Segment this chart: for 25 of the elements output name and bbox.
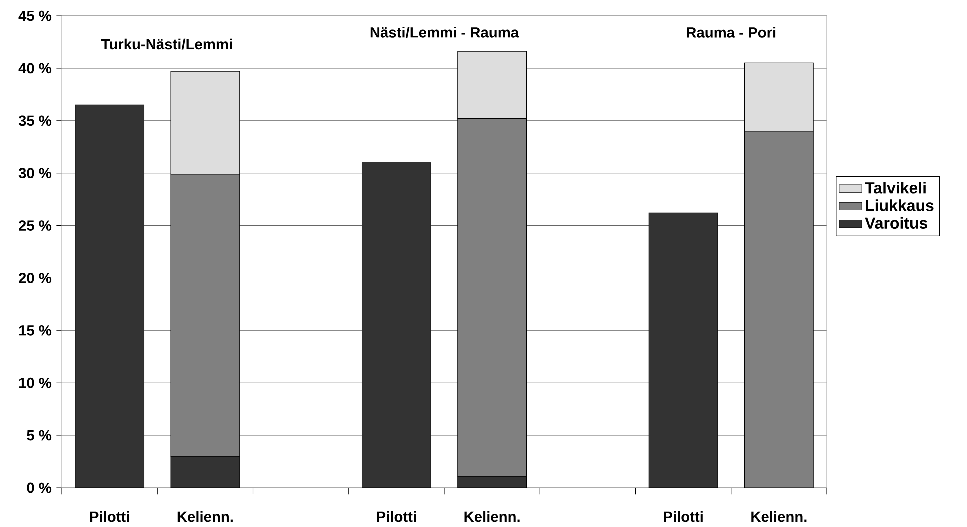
y-tick-label: 0 % — [27, 482, 52, 494]
y-tick-label: 15 % — [19, 325, 52, 336]
annotation: Rauma - Pori — [687, 27, 776, 38]
x-tick-label: Pilotti — [377, 511, 416, 522]
annotation: Nästi/Lemmi - Rauma — [370, 27, 520, 38]
legend-label: Liukkaus — [866, 200, 934, 212]
x-tick-label: Kelienn. — [178, 511, 233, 522]
y-tick-label: 45 % — [18, 10, 52, 22]
y-tick-label: 5 % — [27, 430, 52, 441]
x-tick-label: Kelienn. — [752, 511, 807, 522]
y-tick-label: 35 % — [18, 116, 52, 126]
bar — [75, 104, 145, 488]
y-tick-label: 10 % — [19, 378, 52, 388]
x-tick-label: Kelienn. — [464, 511, 520, 522]
legend-label: Talvikeli — [865, 182, 926, 194]
bar — [648, 212, 718, 488]
y-tick-label: 25 % — [19, 220, 52, 231]
y-tick-label: 40 % — [18, 63, 52, 74]
x-tick-label: Pilotti — [90, 511, 130, 522]
legend-label: Varoitus — [865, 217, 928, 229]
annotation: Turku-Nästi/Lemmi — [101, 38, 232, 50]
y-tick-label: 30 % — [18, 168, 52, 179]
y-tick-label: 20 % — [19, 273, 52, 284]
bar — [362, 162, 432, 488]
x-tick-label: Pilotti — [664, 511, 703, 522]
